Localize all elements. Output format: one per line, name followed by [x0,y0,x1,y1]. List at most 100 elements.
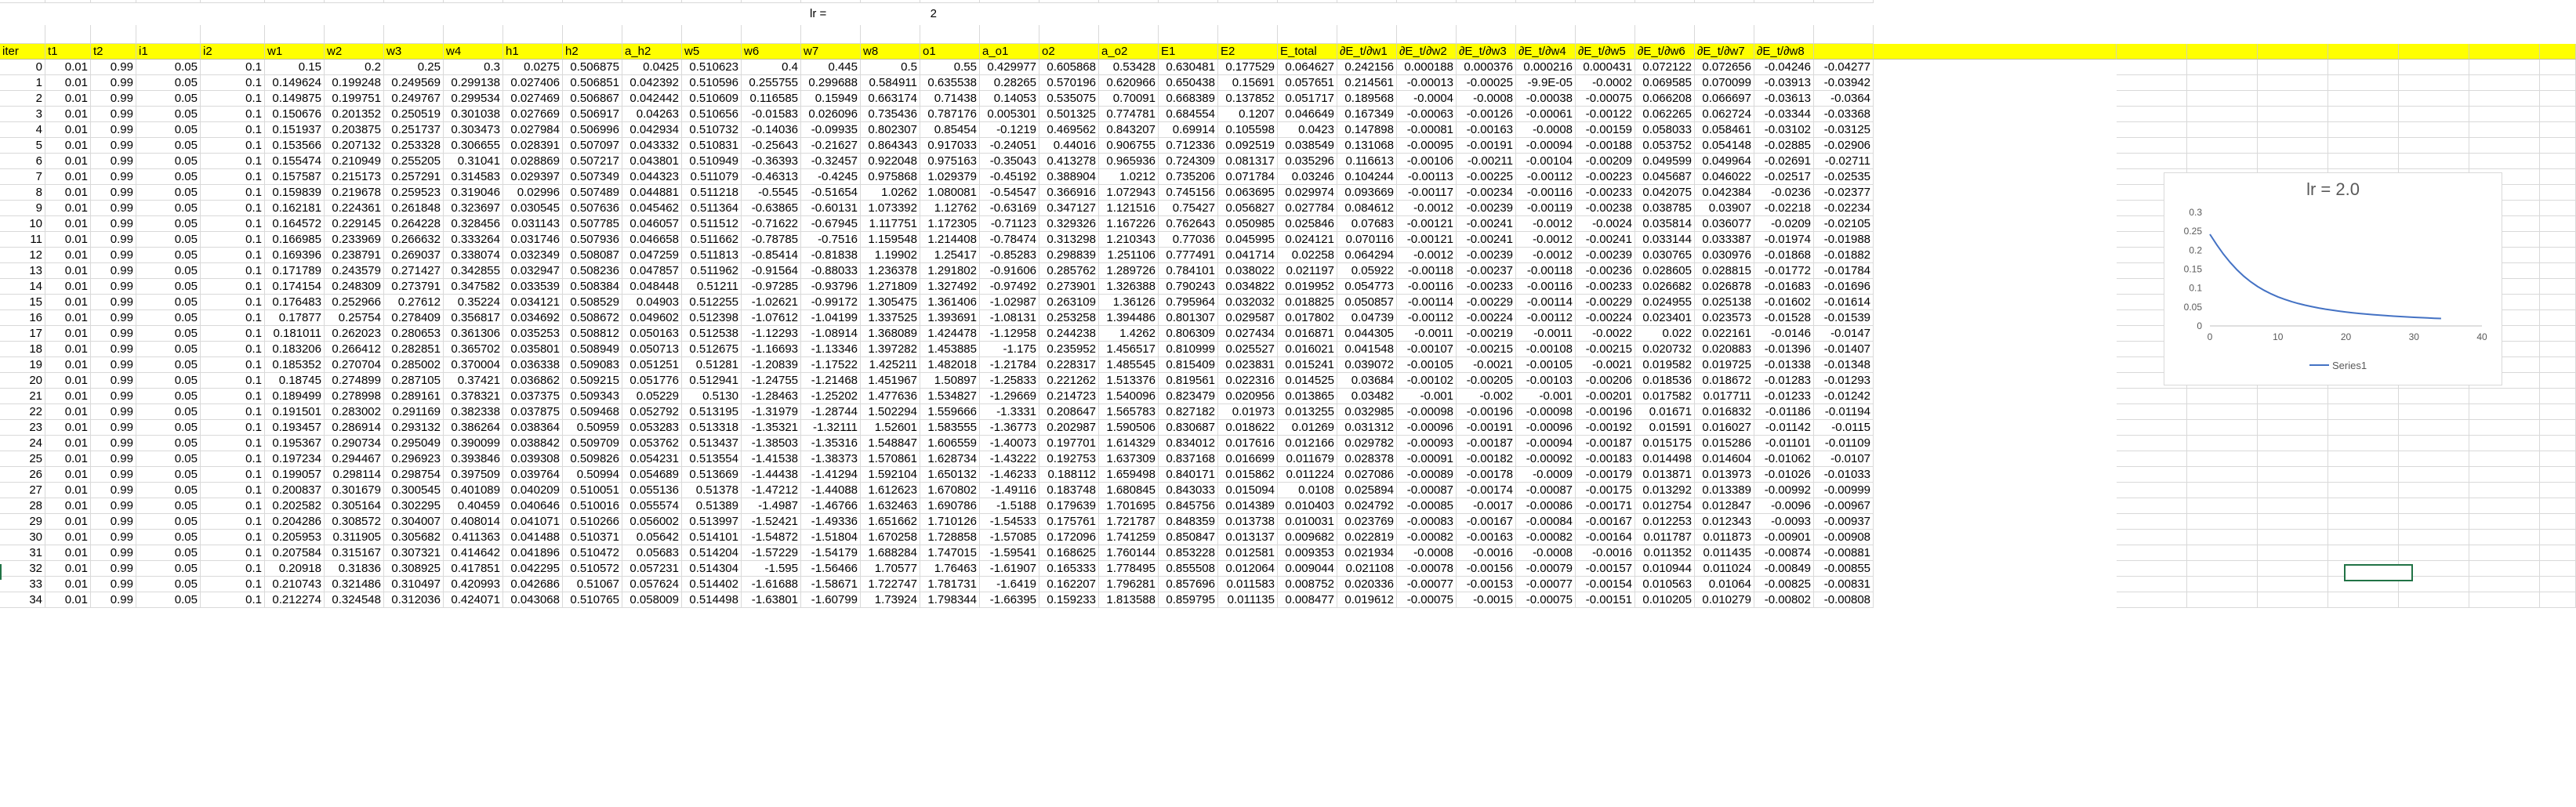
table-cell[interactable]: -0.0016 [1576,545,1635,561]
table-cell[interactable]: 0.300545 [384,483,444,498]
empty-cell[interactable] [2399,75,2469,91]
empty-cell[interactable] [2469,154,2540,169]
table-cell[interactable]: -0.00116 [1397,279,1457,295]
table-cell[interactable]: 0.508672 [563,310,622,326]
table-cell[interactable]: 0.298114 [325,467,384,483]
table-cell[interactable]: 0.282851 [384,342,444,357]
empty-cell[interactable] [2187,592,2258,608]
table-cell[interactable]: 1.747015 [920,545,980,561]
table-cell[interactable]: 1.291802 [920,263,980,279]
table-cell[interactable]: 0.05229 [622,389,682,404]
empty-cell[interactable] [1814,25,1874,44]
empty-cell[interactable] [45,0,91,3]
table-cell[interactable]: 0.205953 [265,530,325,545]
table-cell[interactable]: -0.01338 [1754,357,1814,373]
table-cell[interactable]: -0.00081 [1397,122,1457,138]
table-cell[interactable]: 0.1 [201,326,265,342]
table-cell[interactable]: -0.0012 [1397,201,1457,216]
table-cell[interactable]: 1.690786 [920,498,980,514]
table-cell[interactable]: 0.153566 [265,138,325,154]
table-cell[interactable]: 0.053283 [622,420,682,436]
table-cell[interactable]: 0.508949 [563,342,622,357]
table-cell[interactable]: 0.028605 [1635,263,1695,279]
table-cell[interactable]: 0.01064 [1695,577,1754,592]
table-cell[interactable]: -0.00121 [1397,232,1457,248]
table-cell[interactable]: 0.338074 [444,248,503,263]
table-cell[interactable]: 0.026682 [1635,279,1695,295]
table-cell[interactable]: 0.018536 [1635,373,1695,389]
table-cell[interactable]: -0.02234 [1814,201,1874,216]
empty-cell[interactable] [1635,25,1695,44]
empty-cell[interactable] [2540,122,2576,138]
table-cell[interactable]: -0.71622 [742,216,801,232]
table-cell[interactable]: 0 [0,60,45,75]
table-cell[interactable]: 0.287105 [384,373,444,389]
table-cell[interactable]: 0.790243 [1159,279,1218,295]
table-cell[interactable]: -0.91606 [980,263,1039,279]
lr-value-cell[interactable]: 2 [930,7,937,20]
table-cell[interactable]: 0.044881 [622,185,682,201]
selected-cell[interactable] [2344,564,2413,581]
lr-label-cell[interactable]: lr = [810,7,827,20]
table-cell[interactable]: 0.512675 [682,342,742,357]
table-cell[interactable]: 0.166985 [265,232,325,248]
empty-cell[interactable] [2469,232,2540,248]
table-cell[interactable]: 0.684554 [1159,107,1218,122]
table-cell[interactable]: 0.012166 [1278,436,1337,451]
table-cell[interactable]: 0.513437 [682,436,742,451]
table-cell[interactable]: 0.507636 [563,201,622,216]
table-cell[interactable]: 0.05 [136,107,201,122]
empty-cell[interactable] [2540,561,2576,577]
table-cell[interactable]: 0.506917 [563,107,622,122]
table-cell[interactable]: 0.050985 [1218,216,1278,232]
header-cell-empty[interactable] [1814,44,1874,60]
empty-cell[interactable] [2328,154,2399,169]
table-cell[interactable]: -1.61688 [742,577,801,592]
table-cell[interactable]: -0.97492 [980,279,1039,295]
table-cell[interactable]: -0.00121 [1397,216,1457,232]
table-cell[interactable]: -1.43222 [980,451,1039,467]
table-cell[interactable]: -0.0096 [1754,498,1814,514]
table-cell[interactable]: 0.009682 [1278,530,1337,545]
table-cell[interactable]: 0.1 [201,138,265,154]
table-cell[interactable]: -0.93796 [801,279,861,295]
empty-cell[interactable] [1039,25,1099,44]
empty-cell[interactable] [2469,107,2540,122]
table-cell[interactable]: 1.117751 [861,216,920,232]
table-cell[interactable]: -0.00196 [1576,404,1635,420]
empty-cell[interactable] [265,0,325,3]
table-cell[interactable]: -0.0008 [1516,545,1576,561]
table-cell[interactable]: -0.0209 [1754,216,1814,232]
table-cell[interactable]: -0.03913 [1754,75,1814,91]
table-cell[interactable]: 0.507217 [563,154,622,169]
table-cell[interactable]: 31 [0,545,45,561]
table-cell[interactable]: 33 [0,577,45,592]
table-cell[interactable]: 1.451967 [861,373,920,389]
table-cell[interactable]: 1.651662 [861,514,920,530]
empty-cell[interactable] [136,0,201,3]
table-cell[interactable]: 0.043801 [622,154,682,169]
table-cell[interactable]: -0.00077 [1516,577,1576,592]
table-cell[interactable]: 0.072122 [1635,60,1695,75]
table-cell[interactable]: -0.00999 [1814,483,1874,498]
table-cell[interactable]: -1.38373 [801,451,861,467]
empty-cell[interactable] [2399,420,2469,436]
table-cell[interactable]: 0.014604 [1695,451,1754,467]
empty-cell[interactable] [2328,436,2399,451]
table-cell[interactable]: 0.269037 [384,248,444,263]
table-cell[interactable]: 0.853228 [1159,545,1218,561]
table-cell[interactable]: 0.168625 [1039,545,1099,561]
empty-cell[interactable] [2328,467,2399,483]
table-cell[interactable]: 0.509083 [563,357,622,373]
table-cell[interactable]: -0.0021 [1457,357,1516,373]
empty-cell[interactable] [1397,25,1457,44]
table-cell[interactable]: 0.99 [91,279,136,295]
empty-cell[interactable] [2469,530,2540,545]
empty-cell[interactable] [2469,545,2540,561]
table-cell[interactable]: 0.510949 [682,154,742,169]
table-cell[interactable]: 0.024121 [1278,232,1337,248]
empty-cell[interactable] [2258,138,2328,154]
empty-cell[interactable] [2328,420,2399,436]
table-cell[interactable]: 0.207584 [265,545,325,561]
table-cell[interactable]: 0.378321 [444,389,503,404]
